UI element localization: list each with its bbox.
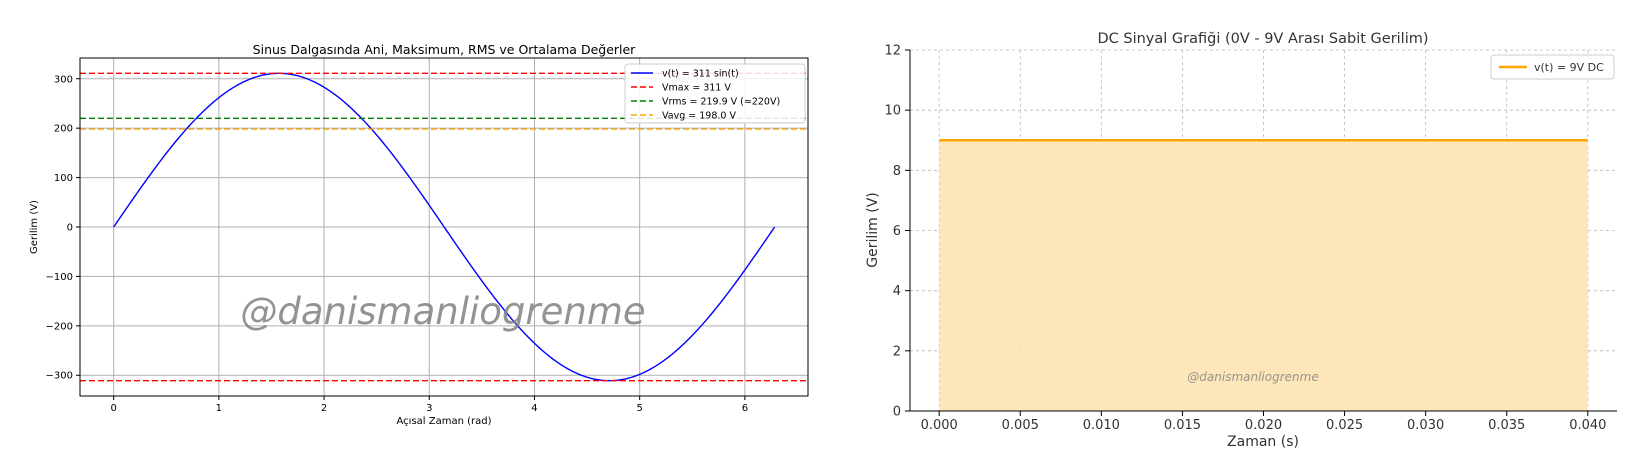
sine-chart: 0 1 2 3 4 5 6 −300 −200 −100 0 100 200 300 Sinus Dal… <box>29 42 809 427</box>
sine-chart-y-ticks: −300 −200 −100 0 100 200 300 <box>46 74 80 382</box>
sine-chart-y-tick-label: 0 <box>67 223 73 234</box>
sine-chart-title: Sinus Dalgasında Ani, Maksimum, RMS ve O… <box>253 42 637 57</box>
dc-chart-y-tick-label: 6 <box>893 224 901 239</box>
sine-chart-watermark: @danismanliogrenme <box>240 290 645 333</box>
dc-chart-legend: v(t) = 9V DC <box>1490 54 1615 80</box>
dc-chart-x-ticks: 0.000 0.005 0.010 0.015 0.020 0.025 0.030 0.035… <box>921 411 1606 433</box>
dc-chart-y-tick-label: 8 <box>893 164 901 179</box>
dc-chart-x-tick-label: 0.025 <box>1326 418 1363 433</box>
sine-chart-x-tick-label: 6 <box>742 403 748 414</box>
dc-chart-x-tick-label: 0.005 <box>1002 418 1039 433</box>
sine-chart-sine-line <box>113 72 776 382</box>
sine-chart-legend-label: v(t) = 311 sin(t) <box>662 69 739 80</box>
sine-chart-legend-box <box>624 63 806 124</box>
sine-chart-legend-label: Vavg = 198.0 V <box>662 111 736 122</box>
dc-chart-x-tick-label: 0.010 <box>1083 418 1120 433</box>
sine-chart-series <box>80 72 808 382</box>
dc-chart: 0.000 0.005 0.010 0.015 0.020 0.025 0.030 0.035… <box>865 31 1617 450</box>
sine-chart-y-tick-label: −300 <box>46 371 73 382</box>
dc-chart-x-tick-label: 0.040 <box>1569 418 1606 433</box>
dc-chart-legend-box <box>1490 54 1615 80</box>
sine-chart-y-tick-label: 300 <box>54 74 73 85</box>
sine-chart-x-tick-label: 5 <box>636 403 642 414</box>
sine-chart-y-label: Gerilim (V) <box>29 200 40 254</box>
sine-chart-x-ticks: 0 1 2 3 4 5 6 <box>110 396 748 414</box>
dc-chart-y-ticks: 0 2 4 6 8 10 12 <box>884 44 910 420</box>
sine-chart-legend-label: Vrms = 219.9 V (≈220V) <box>662 97 780 108</box>
sine-chart-legend-entries: v(t) = 311 sin(t) Vmax = 311 V Vrms = 219.… <box>631 69 780 122</box>
dc-chart-y-tick-label: 12 <box>884 44 901 59</box>
sine-chart-x-tick-label: 0 <box>110 403 116 414</box>
sine-chart-y-tick-label: −200 <box>46 321 73 332</box>
sine-chart-y-tick-label: 100 <box>54 173 73 184</box>
sine-chart-x-tick-label: 1 <box>216 403 222 414</box>
sine-chart-legend-label: Vmax = 311 V <box>662 83 731 94</box>
dc-chart-y-tick-label: 0 <box>893 405 901 420</box>
sine-chart-y-tick-label: −100 <box>46 272 73 283</box>
dc-chart-y-tick-label: 4 <box>893 284 901 299</box>
dc-chart-x-tick-label: 0.000 <box>921 418 958 433</box>
dc-chart-y-label: Gerilim (V) <box>865 192 881 267</box>
dc-chart-series <box>939 138 1588 411</box>
sine-chart-x-label: Açısal Zaman (rad) <box>397 416 492 427</box>
dc-chart-x-label: Zaman (s) <box>1227 434 1299 450</box>
dc-chart-area-fill <box>939 140 1588 411</box>
dc-chart-title: DC Sinyal Grafiği (0V - 9V Arası Sabit G… <box>1097 31 1428 47</box>
dc-chart-x-tick-label: 0.030 <box>1407 418 1444 433</box>
sine-chart-x-tick-label: 3 <box>426 403 432 414</box>
sine-chart-y-tick-label: 200 <box>54 124 73 135</box>
dc-chart-y-tick-label: 10 <box>884 104 901 119</box>
sine-chart-x-tick-label: 4 <box>531 403 537 414</box>
dc-chart-x-tick-label: 0.020 <box>1245 418 1282 433</box>
dc-chart-x-tick-label: 0.035 <box>1488 418 1525 433</box>
dc-chart-y-tick-label: 2 <box>893 344 901 359</box>
dc-chart-legend-label: v(t) = 9V DC <box>1534 61 1604 74</box>
dc-chart-x-tick-label: 0.015 <box>1164 418 1201 433</box>
dc-chart-legend-entries: v(t) = 9V DC <box>1499 61 1604 74</box>
dc-chart-watermark: @danismanliogrenme <box>1187 370 1318 384</box>
sine-chart-legend: v(t) = 311 sin(t) Vmax = 311 V Vrms = 219.… <box>624 63 806 124</box>
sine-chart-x-tick-label: 2 <box>321 403 327 414</box>
